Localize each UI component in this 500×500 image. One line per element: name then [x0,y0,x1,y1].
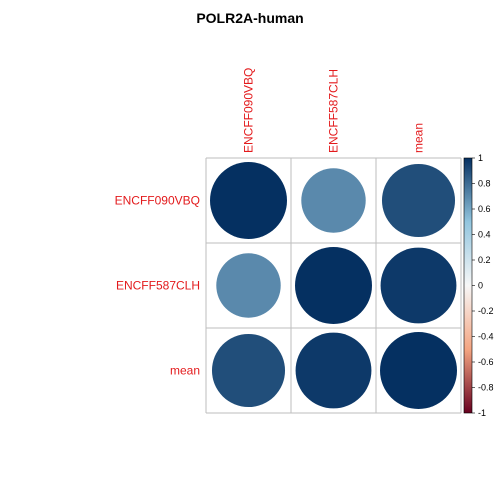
correlation-circle [216,253,281,318]
column-label: mean [412,123,426,153]
matrix-cells [210,162,457,409]
correlation-circle [210,162,287,239]
column-label: ENCFF587CLH [327,69,341,153]
correlation-circle [211,333,286,408]
legend-tick-label: -1 [478,408,486,418]
column-labels: ENCFF090VBQ ENCFF587CLH mean [242,68,426,153]
legend-ticks: 1 0.8 0.6 0.4 0.2 0 -0.2 -0.4 -0.6 -0.8 -1 [472,153,494,418]
correlation-circle [295,332,372,409]
legend-tick-label: -0.2 [478,306,494,316]
correlation-circle [380,332,457,409]
correlation-circle [295,247,372,324]
legend-tick-label: 1 [478,153,483,163]
column-label: ENCFF090VBQ [242,68,256,153]
correlation-circle [380,247,457,324]
legend-tick-label: -0.6 [478,357,494,367]
matrix-grid [205,157,462,414]
correlation-circle [381,163,456,238]
row-labels: ENCFF090VBQ ENCFF587CLH mean [115,194,200,378]
row-label: ENCFF090VBQ [115,194,200,208]
color-legend-bar [463,157,473,414]
correlation-circle [301,168,366,233]
legend-tick-label: 0.6 [478,204,491,214]
legend-tick-label: -0.8 [478,383,494,393]
row-label: mean [170,364,200,378]
legend-tick-label: -0.4 [478,332,494,342]
legend-tick-label: 0.2 [478,255,491,265]
color-legend: 1 0.8 0.6 0.4 0.2 0 -0.2 -0.4 -0.6 -0.8 -1 [463,153,494,418]
row-label: ENCFF587CLH [116,279,200,293]
chart-title: POLR2A-human [196,10,303,26]
legend-tick-label: 0 [478,281,483,291]
legend-tick-label: 0.4 [478,230,491,240]
legend-tick-label: 0.8 [478,179,491,189]
